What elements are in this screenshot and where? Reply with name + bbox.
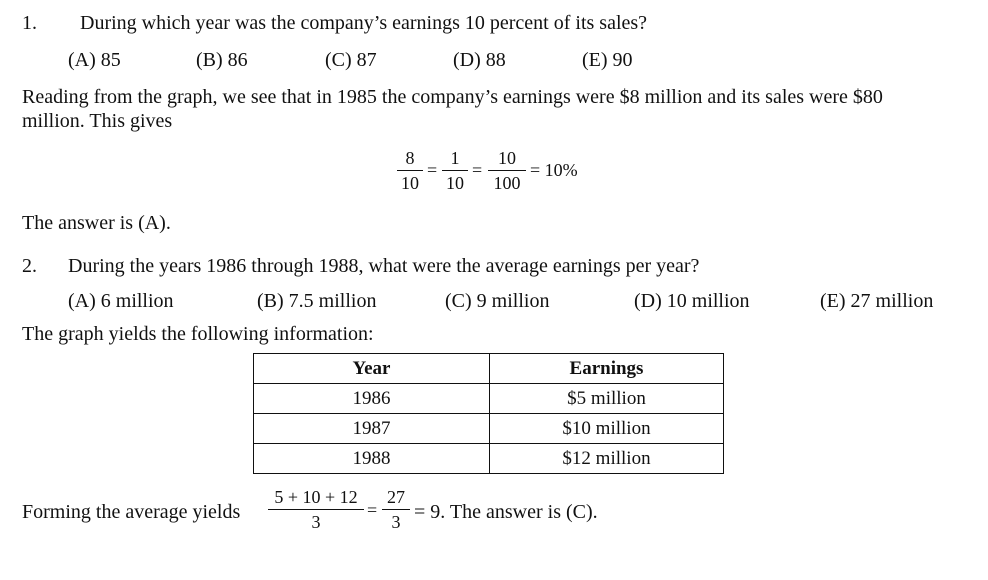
q2-choice-c: (C) 9 million <box>445 290 550 312</box>
q1-fraction-3-numerator: 10 <box>488 147 526 171</box>
question-1-text: During which year was the company’s earn… <box>80 12 648 34</box>
q2-fraction-2: 27 3 <box>382 486 410 533</box>
q2-fraction-1: 5 + 10 + 12 3 <box>268 486 364 533</box>
table-header-earnings: Earnings <box>489 353 724 384</box>
table-cell-year: 1987 <box>253 413 490 444</box>
question-1-number: 1. <box>22 12 37 34</box>
q2-fraction-1-numerator: 5 + 10 + 12 <box>268 486 364 510</box>
q1-fraction-2-denominator: 10 <box>446 173 464 193</box>
q2-fraction-1-denominator: 3 <box>311 512 321 532</box>
q1-choice-d: (D) 88 <box>453 49 506 71</box>
q2-average-label: Forming the average yields <box>22 501 241 523</box>
q2-equals-1: = <box>367 500 378 520</box>
q2-intro: The graph yields the following informati… <box>22 323 374 345</box>
q1-choice-c: (C) 87 <box>325 49 377 71</box>
q2-fraction-2-numerator: 27 <box>382 486 410 510</box>
table-cell-year: 1986 <box>253 383 490 414</box>
earnings-table: Year Earnings 1986 $5 million 1987 $10 m… <box>253 353 724 474</box>
question-2-text: During the years 1986 through 1988, what… <box>68 255 700 277</box>
table-cell-earnings: $12 million <box>489 443 724 474</box>
q1-choice-e: (E) 90 <box>582 49 633 71</box>
q1-fraction-3: 10 100 <box>488 147 526 194</box>
q2-fraction-2-denominator: 3 <box>391 512 401 532</box>
q1-equals-1: = <box>427 160 438 180</box>
table-cell-earnings: $5 million <box>489 383 724 414</box>
q1-choice-b: (B) 86 <box>196 49 248 71</box>
question-2-number: 2. <box>22 255 37 277</box>
q1-fraction-2: 1 10 <box>442 147 468 194</box>
q1-fraction-1: 8 10 <box>397 147 423 194</box>
q1-equals-2: = <box>472 160 483 180</box>
table-header-year: Year <box>253 353 490 384</box>
q1-answer: The answer is (A). <box>22 212 171 234</box>
q1-explanation-line-2: million. This gives <box>22 110 173 132</box>
table-cell-year: 1988 <box>253 443 490 474</box>
table-cell-earnings: $10 million <box>489 413 724 444</box>
q1-fraction-2-numerator: 1 <box>442 147 468 171</box>
q1-result: = 10% <box>530 160 578 180</box>
q1-fraction-1-numerator: 8 <box>397 147 423 171</box>
q1-choice-a: (A) 85 <box>68 49 121 71</box>
q2-choice-e: (E) 27 million <box>820 290 934 312</box>
table-row: 1988 $12 million <box>253 443 724 474</box>
q1-fraction-1-denominator: 10 <box>401 173 419 193</box>
q2-choice-d: (D) 10 million <box>634 290 750 312</box>
q2-average-result: = 9. The answer is (C). <box>414 501 598 523</box>
table-row: 1986 $5 million <box>253 383 724 414</box>
q2-choice-a: (A) 6 million <box>68 290 174 312</box>
table-row: 1987 $10 million <box>253 413 724 444</box>
table-header-row: Year Earnings <box>253 353 724 384</box>
q2-choice-b: (B) 7.5 million <box>257 290 377 312</box>
q1-explanation-line-1: Reading from the graph, we see that in 1… <box>22 86 883 108</box>
q1-fraction-3-denominator: 100 <box>493 173 521 193</box>
